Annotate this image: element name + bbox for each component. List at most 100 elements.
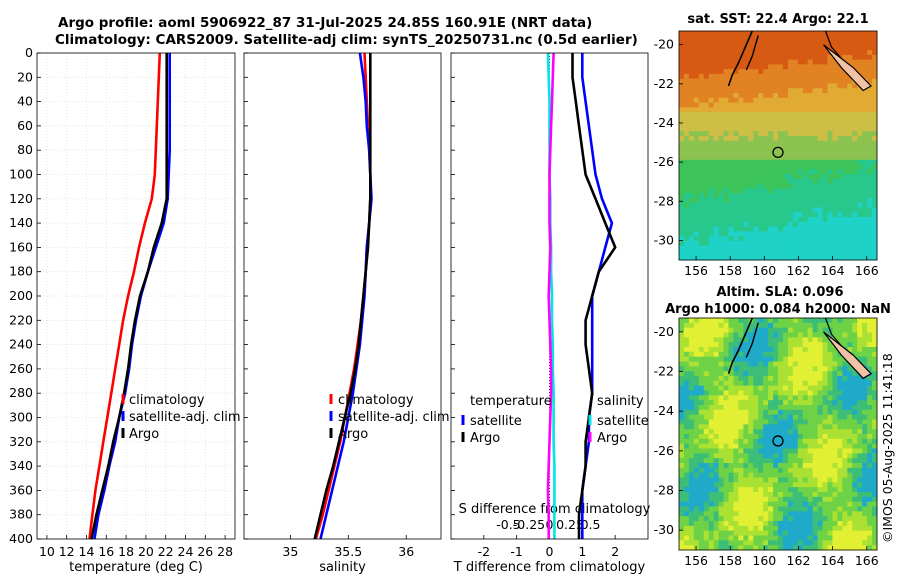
sla-map-cell xyxy=(812,390,818,396)
sst-map-cell xyxy=(768,45,774,51)
sst-map-cell xyxy=(733,231,739,237)
sla-map-cell xyxy=(842,530,848,536)
sst-map-cell xyxy=(723,197,729,204)
sla-map-cell xyxy=(738,385,744,391)
sst-map-cell xyxy=(758,35,764,41)
sla-map-cell xyxy=(807,467,814,474)
sla-map-cell xyxy=(812,395,818,401)
sla-map-cell xyxy=(872,390,878,396)
sla-island xyxy=(823,331,873,380)
sla-map-cell xyxy=(832,351,838,358)
sla-map-cell xyxy=(753,453,759,459)
sst-map-cell xyxy=(723,83,729,89)
sst-map-cell xyxy=(847,231,853,237)
sst-map-cell xyxy=(782,69,789,75)
sst-map-cell xyxy=(837,140,843,146)
sst-map-cell xyxy=(758,93,764,99)
sla-map-cell xyxy=(688,361,695,367)
sal-legend-label: climatology xyxy=(338,393,414,408)
sst-map-cell xyxy=(857,226,863,232)
sla-map-cell xyxy=(679,342,685,348)
sla-map-cell xyxy=(817,496,823,503)
sla-map-cell xyxy=(773,448,779,454)
sst-map-cell xyxy=(758,226,764,232)
sst-map-cell xyxy=(723,102,729,108)
sst-map-cell xyxy=(708,164,715,170)
sst-map-cell xyxy=(753,188,759,194)
sla-map-cell xyxy=(738,429,744,435)
sla-map-cell xyxy=(758,395,764,401)
sla-map-cell xyxy=(867,385,873,391)
sla-map-cell xyxy=(738,438,744,445)
sst-map-cell xyxy=(802,88,809,94)
sla-map-cell xyxy=(867,347,873,353)
sst-map-cell xyxy=(812,155,818,161)
sla-map-cell xyxy=(698,477,705,483)
sla-map-cell xyxy=(837,395,843,401)
sla-map-cell xyxy=(733,501,739,507)
sla-map-cell xyxy=(768,322,774,329)
sst-map-cell xyxy=(723,245,729,251)
sla-map-cell xyxy=(753,400,759,406)
sla-map-cell xyxy=(847,385,853,391)
sst-map-cell xyxy=(852,131,858,137)
sst-map-cell xyxy=(807,183,814,189)
sla-map-cell xyxy=(782,327,789,333)
sla-map-cell xyxy=(817,361,823,367)
sla-map-cell xyxy=(743,434,749,440)
sla-map-cell xyxy=(758,385,764,391)
sst-map-cell xyxy=(812,183,818,189)
sla-map-cell xyxy=(768,400,774,406)
sla-map-cell xyxy=(763,487,769,493)
sst-map-cell xyxy=(852,59,858,65)
sst-map-cell xyxy=(782,164,789,170)
sst-map-cell xyxy=(837,207,843,213)
sst-map-cell xyxy=(842,78,848,84)
sla-map-cell xyxy=(817,434,823,440)
sst-map-cell xyxy=(758,255,764,261)
sla-map-cell xyxy=(728,487,734,493)
sla-map-cell xyxy=(748,501,754,507)
sla-map-cell xyxy=(708,385,715,391)
sla-map-cell xyxy=(862,380,868,387)
sla-map-cell xyxy=(778,414,784,420)
diff-legend-left-title: temperature xyxy=(470,394,552,409)
sst-map-cell xyxy=(683,197,690,204)
sst-map-cell xyxy=(763,126,769,132)
sla-map-cell xyxy=(778,361,784,367)
sla-map-cell xyxy=(797,477,804,483)
sla-map-cell xyxy=(773,487,779,493)
sla-map-cell xyxy=(773,337,779,343)
sst-map-cell xyxy=(778,112,784,118)
sla-map-cell xyxy=(802,516,809,522)
sla-map-cell xyxy=(847,467,853,474)
sst-map-cell xyxy=(773,221,779,227)
sst-map-cell xyxy=(792,112,799,118)
sla-map-cell xyxy=(872,405,878,411)
sla-map-cell xyxy=(713,409,719,416)
sla-map-cell xyxy=(807,342,814,348)
sst-map-cell xyxy=(807,31,814,37)
sla-map-cell xyxy=(723,347,729,353)
sst-map-cell xyxy=(758,212,764,218)
sla-map-cell xyxy=(822,448,828,454)
sla-map-cell xyxy=(792,327,799,333)
sla-map-cell xyxy=(867,322,873,329)
sla-map-cell xyxy=(827,400,833,406)
sst-map-cell xyxy=(708,159,715,165)
sla-map-cell xyxy=(822,366,828,372)
sla-map-cell xyxy=(827,414,833,420)
sst-map-cell xyxy=(773,126,779,132)
sst-map-cell xyxy=(758,83,764,89)
sla-map-cell xyxy=(802,385,809,391)
sla-map-cell xyxy=(748,409,754,416)
depth-tick-label: 80 xyxy=(17,142,33,157)
sst-map-cell xyxy=(753,193,759,199)
diff-line-salinity-satellite xyxy=(546,52,556,539)
sla-map-cell xyxy=(797,438,804,445)
sla-map-cell xyxy=(857,351,863,358)
sla-map-cell xyxy=(679,414,685,420)
sst-map-cell xyxy=(738,78,744,84)
sla-map-cell xyxy=(862,409,868,416)
sst-map-cell xyxy=(842,126,848,132)
